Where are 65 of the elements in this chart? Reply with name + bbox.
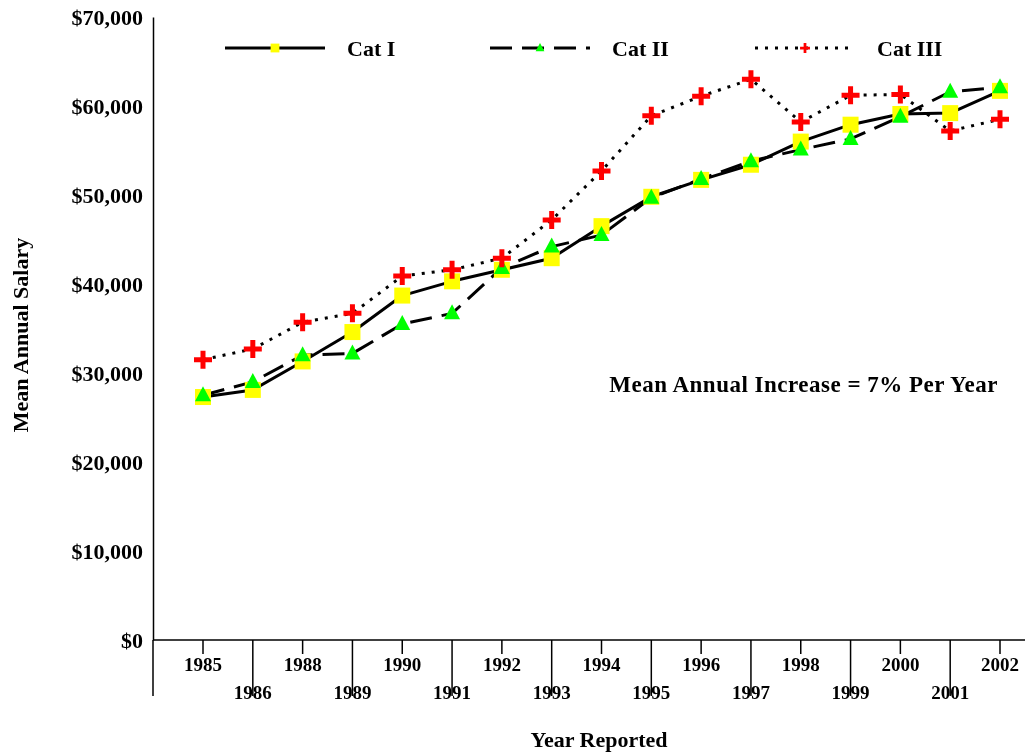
x-tick-label: 1990 [383,654,422,675]
x-tick-label: 1988 [283,654,322,675]
y-tick-label: $60,000 [71,93,143,119]
point [394,315,411,331]
x-tick-label: 2002 [981,654,1019,675]
point [195,386,211,402]
point [891,85,910,104]
x-tick-label: 1996 [682,654,721,675]
y-tick-label: $10,000 [71,538,143,564]
point [991,110,1009,129]
point [692,87,711,106]
x-axis-title: Year Reported [530,727,668,752]
point [343,304,362,323]
x-tick-label: 1989 [333,682,372,703]
point [741,70,760,89]
legend-label: Cat II [612,36,669,61]
point [444,304,461,320]
x-tick-label: 1995 [632,682,671,703]
point [742,152,759,168]
legend-label: Cat I [347,36,396,61]
y-tick-label: $40,000 [71,271,143,297]
point [294,346,311,362]
point [393,266,412,285]
x-tick-label: 1991 [433,682,472,703]
x-tick-label: 1999 [831,682,870,703]
point [842,129,859,145]
point [642,106,661,125]
point [542,210,561,229]
x-tick-label: 1998 [781,654,820,675]
point [492,249,511,268]
x-tick-label: 1994 [582,654,621,675]
annotation: Mean Annual Increase = 7% Per Year [609,372,998,397]
point [194,350,212,369]
point [243,339,262,358]
y-tick-label: $20,000 [71,449,143,475]
point [244,372,261,388]
y-tick-label: $50,000 [71,182,143,208]
x-tick-label: 1986 [233,682,272,703]
point [543,237,560,253]
point [344,324,361,341]
y-tick-label: $70,000 [71,4,143,30]
x-tick-label: 1997 [731,682,771,703]
point [791,113,810,132]
point [443,260,462,279]
x-tick-label: 1993 [532,682,571,703]
point [841,86,860,105]
point [942,105,959,122]
point [842,116,859,133]
x-tick-label: 1985 [184,654,222,675]
legend-label: Cat III [877,36,943,61]
y-tick-label: $30,000 [71,360,143,386]
point [792,140,809,156]
x-tick-label: 2000 [881,654,920,675]
point [941,121,960,140]
point [592,161,611,180]
point [344,344,361,360]
y-tick-label: $0 [121,627,143,653]
point [394,287,411,304]
x-tick-label: 2001 [931,682,970,703]
point [293,313,312,332]
point [942,82,959,98]
y-axis-title: Mean Annual Salary [8,237,33,433]
point [593,226,610,242]
point [992,78,1008,94]
x-tick-label: 1992 [482,654,521,675]
